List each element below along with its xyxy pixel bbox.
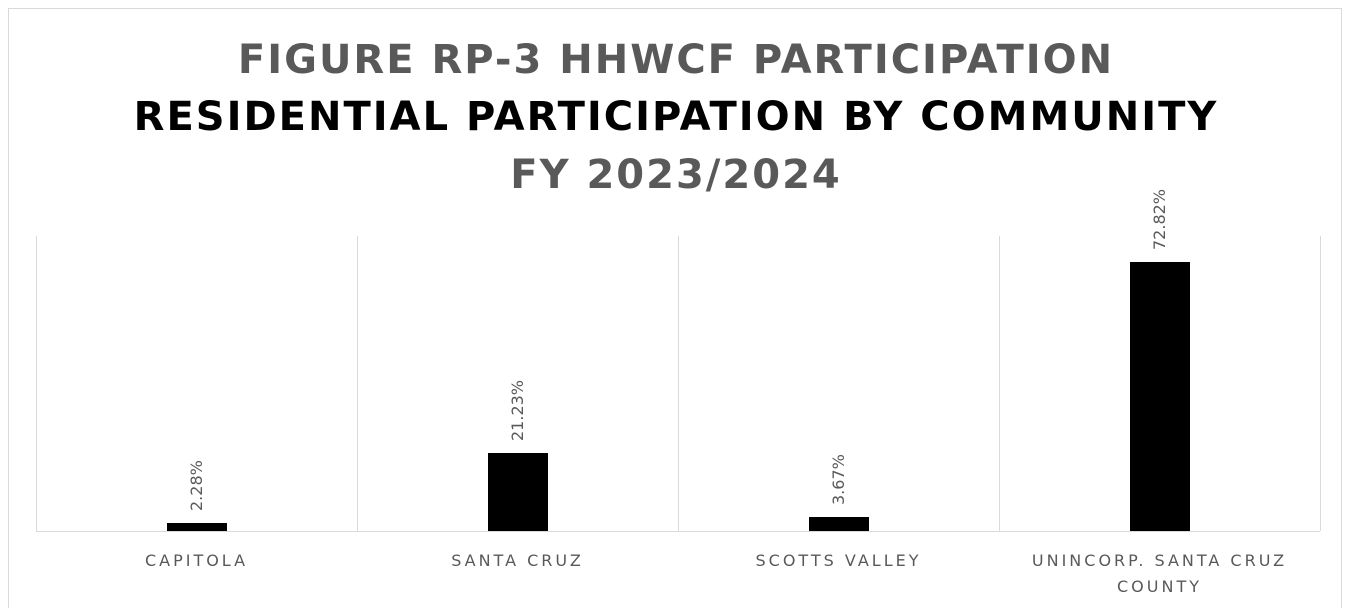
- bar: [1129, 262, 1190, 531]
- category-divider: [36, 236, 37, 531]
- category-divider: [357, 236, 358, 531]
- x-tick-label: SANTA CRUZ: [451, 551, 584, 570]
- value-label: 72.82%: [1149, 189, 1169, 251]
- bar: [166, 522, 227, 531]
- chart-title: FIGURE RP-3 HHWCF PARTICIPATION: [237, 37, 1115, 83]
- category-divider: [1320, 236, 1321, 531]
- chart-frame: [8, 8, 1342, 608]
- value-label: 3.67%: [828, 454, 848, 506]
- chart-title: RESIDENTIAL PARTICIPATION BY COMMUNITY: [133, 94, 1219, 140]
- category-divider: [678, 236, 679, 531]
- value-label: 21.23%: [507, 379, 527, 441]
- category-divider: [999, 236, 1000, 531]
- baseline: [36, 531, 1320, 532]
- value-label: 2.28%: [186, 459, 206, 511]
- x-tick-label: SCOTTS VALLEY: [755, 551, 922, 570]
- x-tick-label: CAPITOLA: [144, 551, 249, 570]
- bar: [487, 452, 548, 531]
- x-tick-label: UNINCORP. SANTA CRUZ COUNTY: [1031, 551, 1288, 596]
- chart-title: FY 2023/2024: [510, 152, 842, 198]
- bar: [808, 517, 869, 531]
